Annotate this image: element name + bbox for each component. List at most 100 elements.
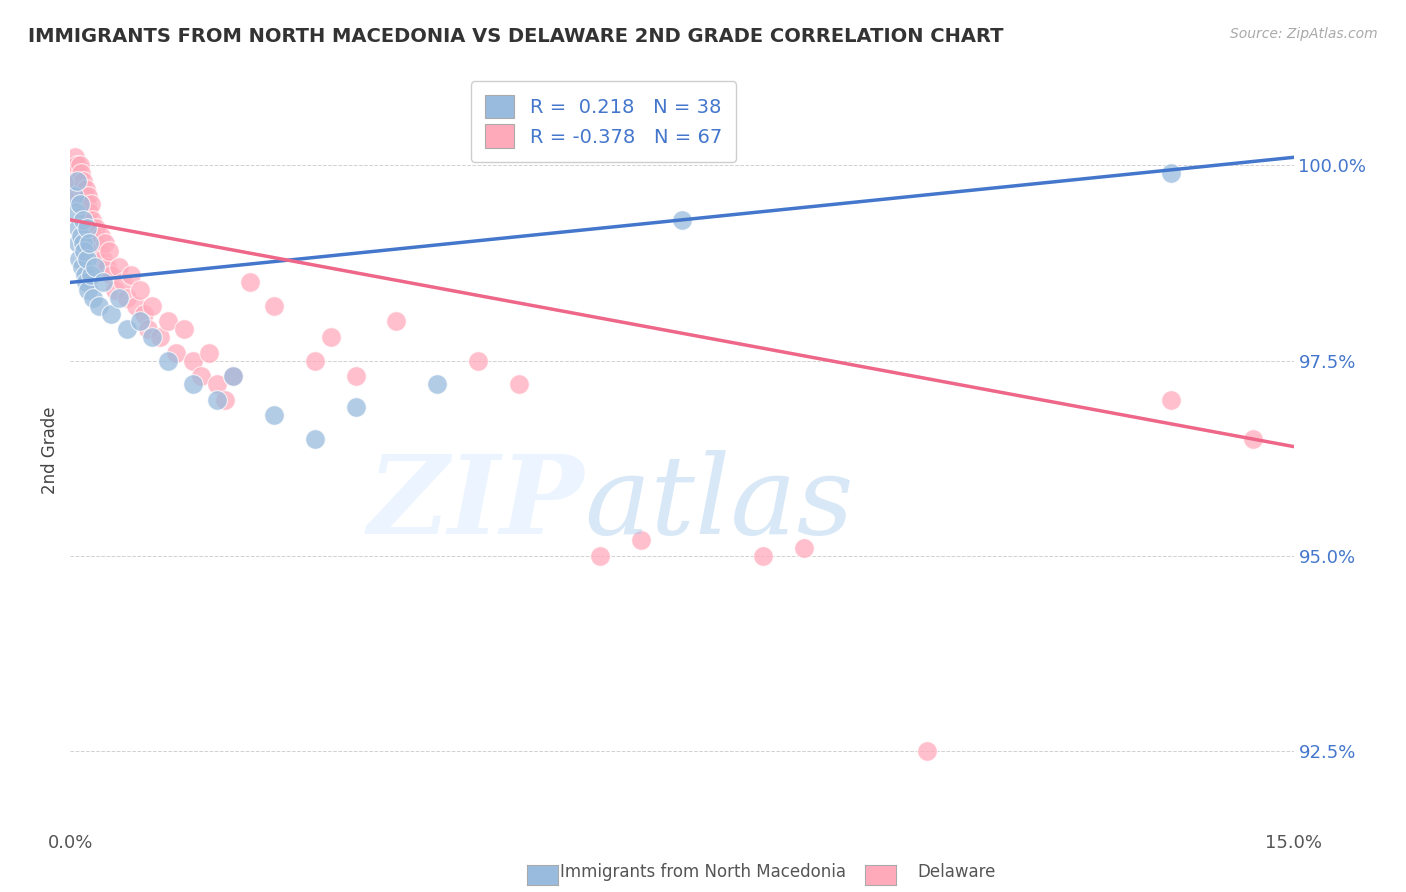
Point — [190, 369, 212, 384]
Point — [181, 377, 204, 392]
Point — [65, 205, 87, 219]
Point — [321, 330, 343, 344]
Point — [165, 345, 187, 359]
Point — [98, 244, 121, 259]
Point — [91, 252, 114, 266]
Point — [157, 314, 180, 328]
Point — [65, 166, 87, 180]
Point — [83, 236, 105, 251]
Point — [117, 291, 139, 305]
Point — [263, 299, 285, 313]
Point — [93, 236, 115, 251]
Point — [79, 268, 103, 282]
Point — [76, 197, 98, 211]
Point — [108, 291, 131, 305]
Point — [70, 181, 93, 195]
Point — [82, 291, 104, 305]
Point — [87, 244, 110, 259]
Point — [69, 197, 91, 211]
Point — [752, 549, 775, 563]
Point — [128, 283, 150, 297]
Text: ZIP: ZIP — [367, 450, 583, 558]
Point — [79, 220, 101, 235]
Point — [205, 377, 228, 392]
Point — [75, 181, 97, 195]
Point — [304, 353, 326, 368]
Point — [136, 322, 159, 336]
Point — [198, 345, 221, 359]
Point — [70, 228, 93, 243]
Point — [83, 260, 105, 274]
Point — [132, 307, 155, 321]
Point — [141, 330, 163, 344]
Point — [117, 322, 139, 336]
Point — [96, 260, 118, 274]
Point — [62, 158, 84, 172]
Point — [73, 189, 96, 203]
Point — [66, 181, 89, 195]
Point — [76, 252, 98, 266]
Point — [90, 228, 112, 243]
Point — [108, 260, 131, 274]
Point — [222, 369, 245, 384]
Point — [915, 744, 938, 758]
Point — [304, 432, 326, 446]
Point — [77, 236, 100, 251]
Point — [66, 220, 89, 235]
Point — [508, 377, 530, 392]
Point — [793, 541, 815, 556]
Point — [75, 276, 97, 290]
Point — [589, 549, 612, 563]
Point — [385, 314, 408, 328]
Point — [67, 236, 90, 251]
Point — [128, 314, 150, 328]
Point — [76, 212, 98, 227]
Point — [63, 174, 86, 188]
Point — [86, 220, 108, 235]
Point — [121, 268, 143, 282]
Y-axis label: 2nd Grade: 2nd Grade — [41, 407, 59, 494]
Point — [467, 353, 489, 368]
Point — [73, 268, 96, 282]
Point — [72, 197, 94, 211]
Text: IMMIGRANTS FROM NORTH MACEDONIA VS DELAWARE 2ND GRADE CORRELATION CHART: IMMIGRANTS FROM NORTH MACEDONIA VS DELAW… — [28, 27, 1004, 45]
Point — [76, 220, 98, 235]
Point — [72, 236, 94, 251]
Point — [67, 174, 90, 188]
Point — [104, 283, 127, 297]
Text: atlas: atlas — [583, 450, 853, 558]
Point — [82, 212, 104, 227]
Point — [671, 212, 693, 227]
Point — [67, 189, 90, 203]
Point — [222, 369, 245, 384]
Point — [239, 276, 262, 290]
Point — [79, 197, 103, 211]
Point — [66, 158, 89, 172]
Point — [344, 369, 367, 384]
Point — [630, 533, 652, 548]
Point — [157, 353, 180, 368]
Point — [70, 260, 93, 274]
Point — [73, 244, 96, 259]
Point — [181, 353, 204, 368]
Point — [77, 189, 100, 203]
Point — [124, 299, 146, 313]
Point — [263, 409, 285, 423]
Point — [77, 205, 100, 219]
Text: Source: ZipAtlas.com: Source: ZipAtlas.com — [1230, 27, 1378, 41]
Point — [214, 392, 236, 407]
Point — [72, 212, 94, 227]
Point — [69, 158, 91, 172]
Point — [100, 307, 122, 321]
Point — [70, 166, 93, 180]
Point — [1160, 392, 1182, 407]
Point — [91, 276, 114, 290]
Point — [1241, 432, 1264, 446]
Point — [173, 322, 195, 336]
Point — [63, 150, 86, 164]
Point — [426, 377, 449, 392]
Point — [77, 283, 100, 297]
Point — [100, 268, 122, 282]
Text: Immigrants from North Macedonia: Immigrants from North Macedonia — [560, 863, 846, 881]
Point — [205, 392, 228, 407]
